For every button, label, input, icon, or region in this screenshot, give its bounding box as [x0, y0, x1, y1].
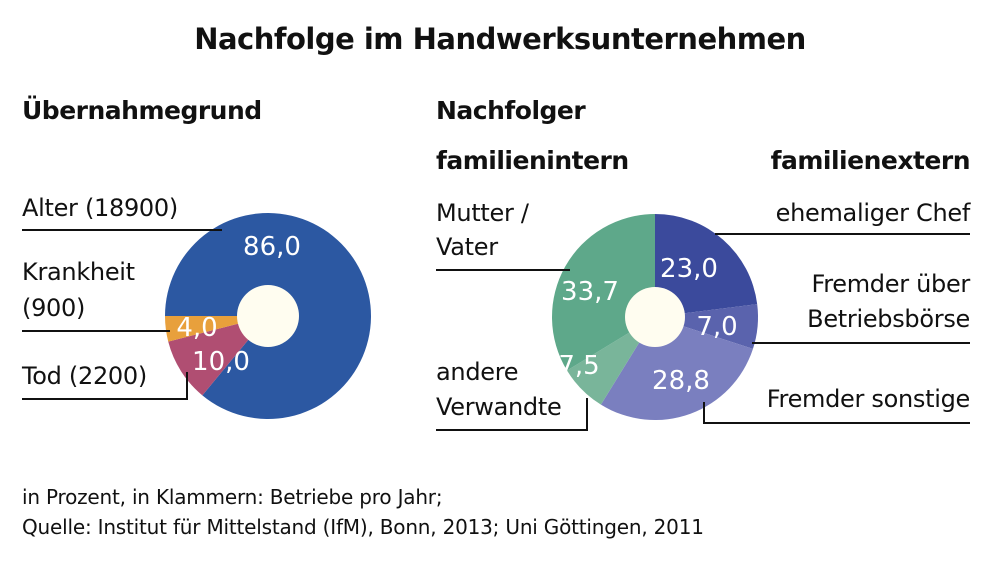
- pie-right-slice-3: [567, 317, 655, 405]
- leader-line-tod: [22, 372, 188, 400]
- pie-right-value-label-1: 7,0: [696, 312, 737, 342]
- pie-right-value-label-3: 7,5: [558, 351, 599, 381]
- pie-right-slice-0: [655, 214, 758, 317]
- label-tod: Tod (2200): [22, 362, 147, 390]
- pie-right-value-label-4: 33,7: [561, 277, 619, 307]
- pie-left-value-label-0: 86,0: [243, 232, 301, 262]
- pie-right-value-label-0: 23,0: [660, 254, 718, 284]
- label-chef: ehemaliger Chef: [775, 199, 971, 227]
- pie-left-value-label-2: 4,0: [176, 313, 217, 343]
- label-mutter-line1: Mutter /: [436, 199, 529, 227]
- left-chart-header: Übernahmegrund: [22, 96, 262, 125]
- leader-line-sonstige: [703, 402, 970, 424]
- chart-title: Nachfolge im Handwerksunternehmen: [194, 22, 806, 56]
- pie-nachfolger: 23,0 7,0 28,8 7,5 33,7: [552, 214, 758, 420]
- group-header-familienintern: familienintern: [436, 146, 629, 175]
- label-andere-line1: andere: [436, 358, 519, 386]
- label-krankheit-line1: Krankheit: [22, 258, 135, 286]
- pie-left-center-hole: [237, 285, 299, 347]
- pie-right-value-label-2: 28,8: [652, 366, 710, 396]
- group-header-familienextern: familienextern: [770, 146, 971, 175]
- footnote-source: Quelle: Institut für Mittelstand (IfM), …: [22, 515, 704, 539]
- label-mutter-line2: Vater: [436, 233, 498, 261]
- right-chart-header: Nachfolger: [436, 96, 586, 125]
- pie-left-value-label-1: 10,0: [192, 347, 250, 377]
- pie-uebernahmegrund: 86,0 10,0 4,0: [165, 212, 371, 419]
- label-krankheit-line2: (900): [22, 294, 86, 322]
- label-boerse-line2: Betriebsbörse: [807, 305, 970, 333]
- label-boerse-line1: Fremder über: [811, 270, 970, 298]
- leader-lines: [22, 229, 970, 431]
- label-sonstige: Fremder sonstige: [766, 385, 971, 413]
- pie-right-slice-2: [600, 317, 753, 420]
- footnote-units: in Prozent, in Klammern: Betriebe pro Ja…: [22, 485, 443, 509]
- label-alter: Alter (18900): [22, 194, 178, 222]
- leader-line-andere: [436, 398, 588, 431]
- pie-left-slice-1: [168, 316, 268, 396]
- label-andere-line2: Verwandte: [436, 393, 562, 421]
- pie-right-center-hole: [625, 287, 685, 347]
